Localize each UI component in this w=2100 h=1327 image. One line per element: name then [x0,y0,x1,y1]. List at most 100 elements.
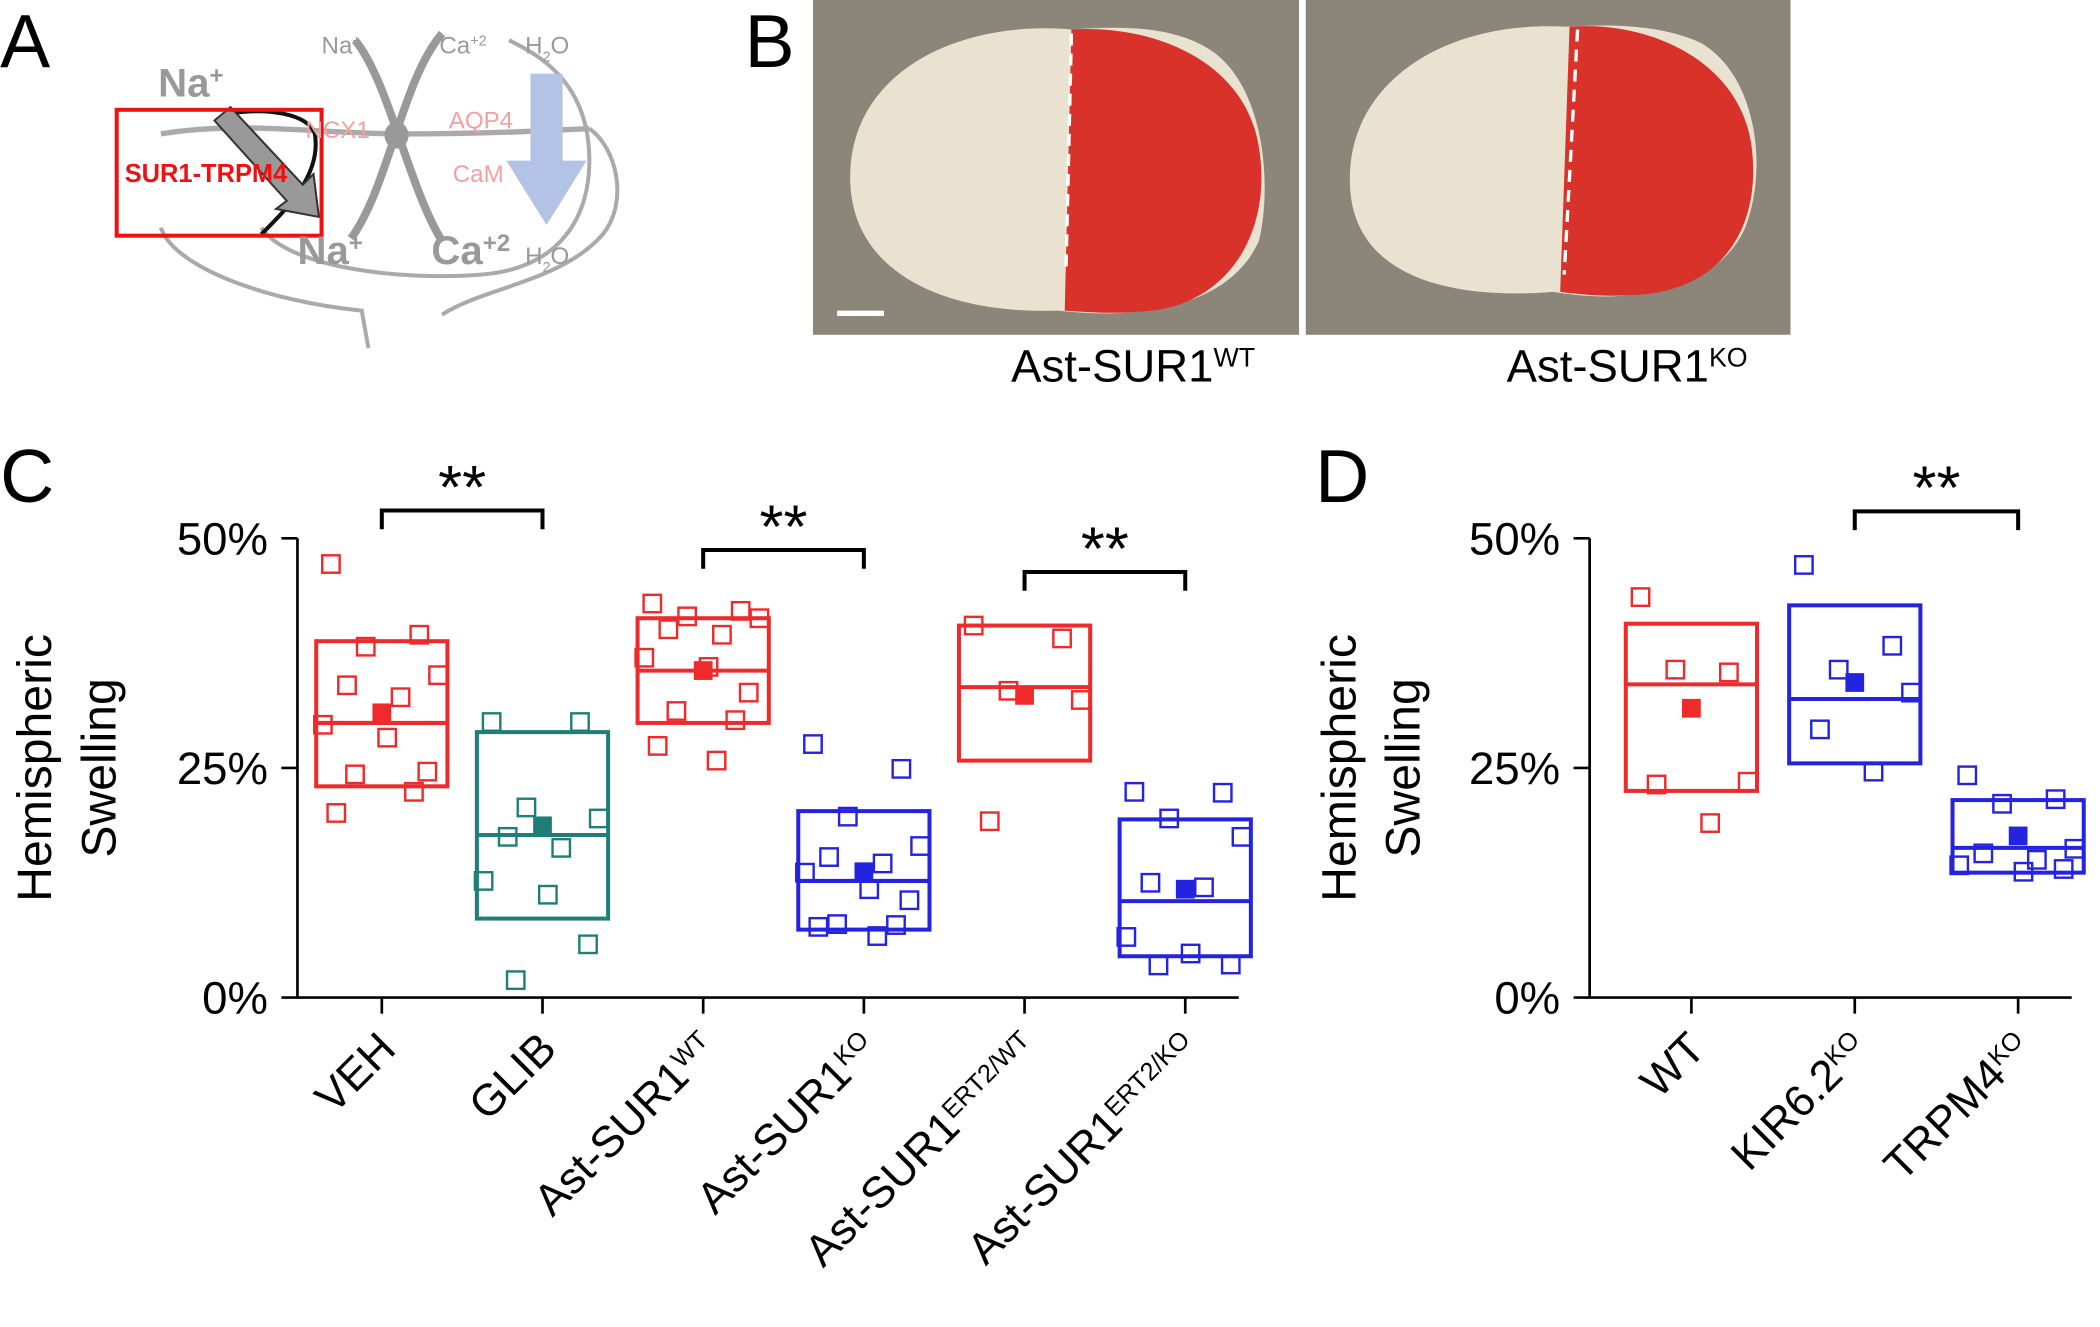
data-point [666,701,687,721]
label-text: O [551,243,570,270]
data-point [837,806,858,827]
data-point [377,727,398,748]
data-point [588,808,609,829]
label-text: VEH [306,1024,405,1123]
data-point [1718,662,1739,683]
data-point [1737,771,1758,792]
sodium-arrow [212,105,321,219]
mean-marker [1015,686,1034,705]
data-point [1973,843,1994,864]
data-point [1646,774,1667,795]
diagram-label: NCX1 [305,117,369,144]
superscript: WT [1214,343,1256,373]
data-point [1180,943,1201,964]
data-point [312,714,333,735]
mean-marker [533,816,552,836]
subscript: 2 [542,260,550,276]
data-point [2045,789,2066,810]
label-text: TRPM4 [1875,1050,2016,1191]
data-point [859,879,880,900]
data-point [537,884,558,905]
label-text: GLIB [460,1024,566,1130]
superscript: ERT2/KO [1099,1026,1195,1122]
data-point [417,761,438,782]
label-text: KIR6.2 [1722,1050,1852,1180]
data-point [404,781,424,802]
panel-label: D [1315,434,1369,518]
data-point [1665,659,1686,680]
data-point [1159,808,1180,829]
significance-label: ** [760,492,808,561]
x-tick-label: VEH [306,1024,405,1123]
data-point [337,675,357,696]
data-point [979,811,1000,832]
infarct [1560,26,1754,296]
significance-label: ** [438,453,486,522]
mean-marker [1682,698,1701,718]
diagram-label: CaM [453,161,504,188]
data-point [2013,861,2034,882]
data-point [1052,628,1072,649]
significance-bracket [379,508,545,530]
membrane [440,126,620,317]
label-text: Ca [431,228,483,273]
mean-marker [693,661,713,680]
y-axis-label: Hemispheric [1312,634,1366,902]
superscript: +2 [470,34,486,50]
data-point [634,647,655,668]
exchanger-arrow [347,30,446,241]
data-point [867,926,888,946]
significance-bracket [1022,569,1188,591]
box [1950,798,2086,875]
mean-marker [1845,673,1865,692]
data-point [795,862,815,883]
data-point [1863,761,1884,782]
label-text: H [525,33,542,60]
significance-label: ** [1912,454,1960,523]
data-point [390,687,411,708]
superscript: + [349,229,363,256]
y-tick-label: 25% [177,743,268,794]
x-tick-label: KIR6.2KO [1722,1024,1878,1180]
data-point [872,853,893,874]
data-point [819,847,839,867]
data-point [712,624,732,645]
mean-marker [854,862,874,882]
photo-caption: Ast-SUR1WT [1011,341,1255,392]
panel-label: C [0,434,54,518]
superscript: + [352,34,360,50]
data-point [409,624,430,645]
label-text: Ast-SUR1 [796,1102,969,1275]
data-point [1630,587,1651,607]
data-point [1231,826,1252,847]
data-point [428,665,448,686]
data-point [516,797,537,818]
diagram-label: Na+ [158,60,223,105]
data-point [642,593,663,614]
significance-bracket [1852,509,2021,531]
data-point [725,710,746,731]
data-point [1828,659,1849,680]
data-point [570,712,590,732]
data-point [677,606,698,627]
data-point [321,554,341,574]
box [1623,621,1760,793]
data-point [1882,635,1903,656]
data-point [481,712,502,732]
x-tick-label: TRPM4KO [1875,1024,2042,1191]
data-point [803,734,823,754]
diagram-label: SUR1-TRPM4 [125,160,288,188]
water-arrow [506,73,587,225]
superscript: + [210,62,224,89]
diagram-label: Na+ [322,33,361,60]
label-text: Na [322,33,353,60]
data-point [706,750,727,771]
diagram-label: H2O [525,33,569,66]
diagram [114,30,620,349]
box [1117,817,1253,959]
superscript: ERT2/WT [937,1026,1035,1124]
x-tick-label: WT [1631,1024,1714,1107]
data-point [2026,849,2047,870]
y-tick-label: 50% [1469,513,1560,564]
